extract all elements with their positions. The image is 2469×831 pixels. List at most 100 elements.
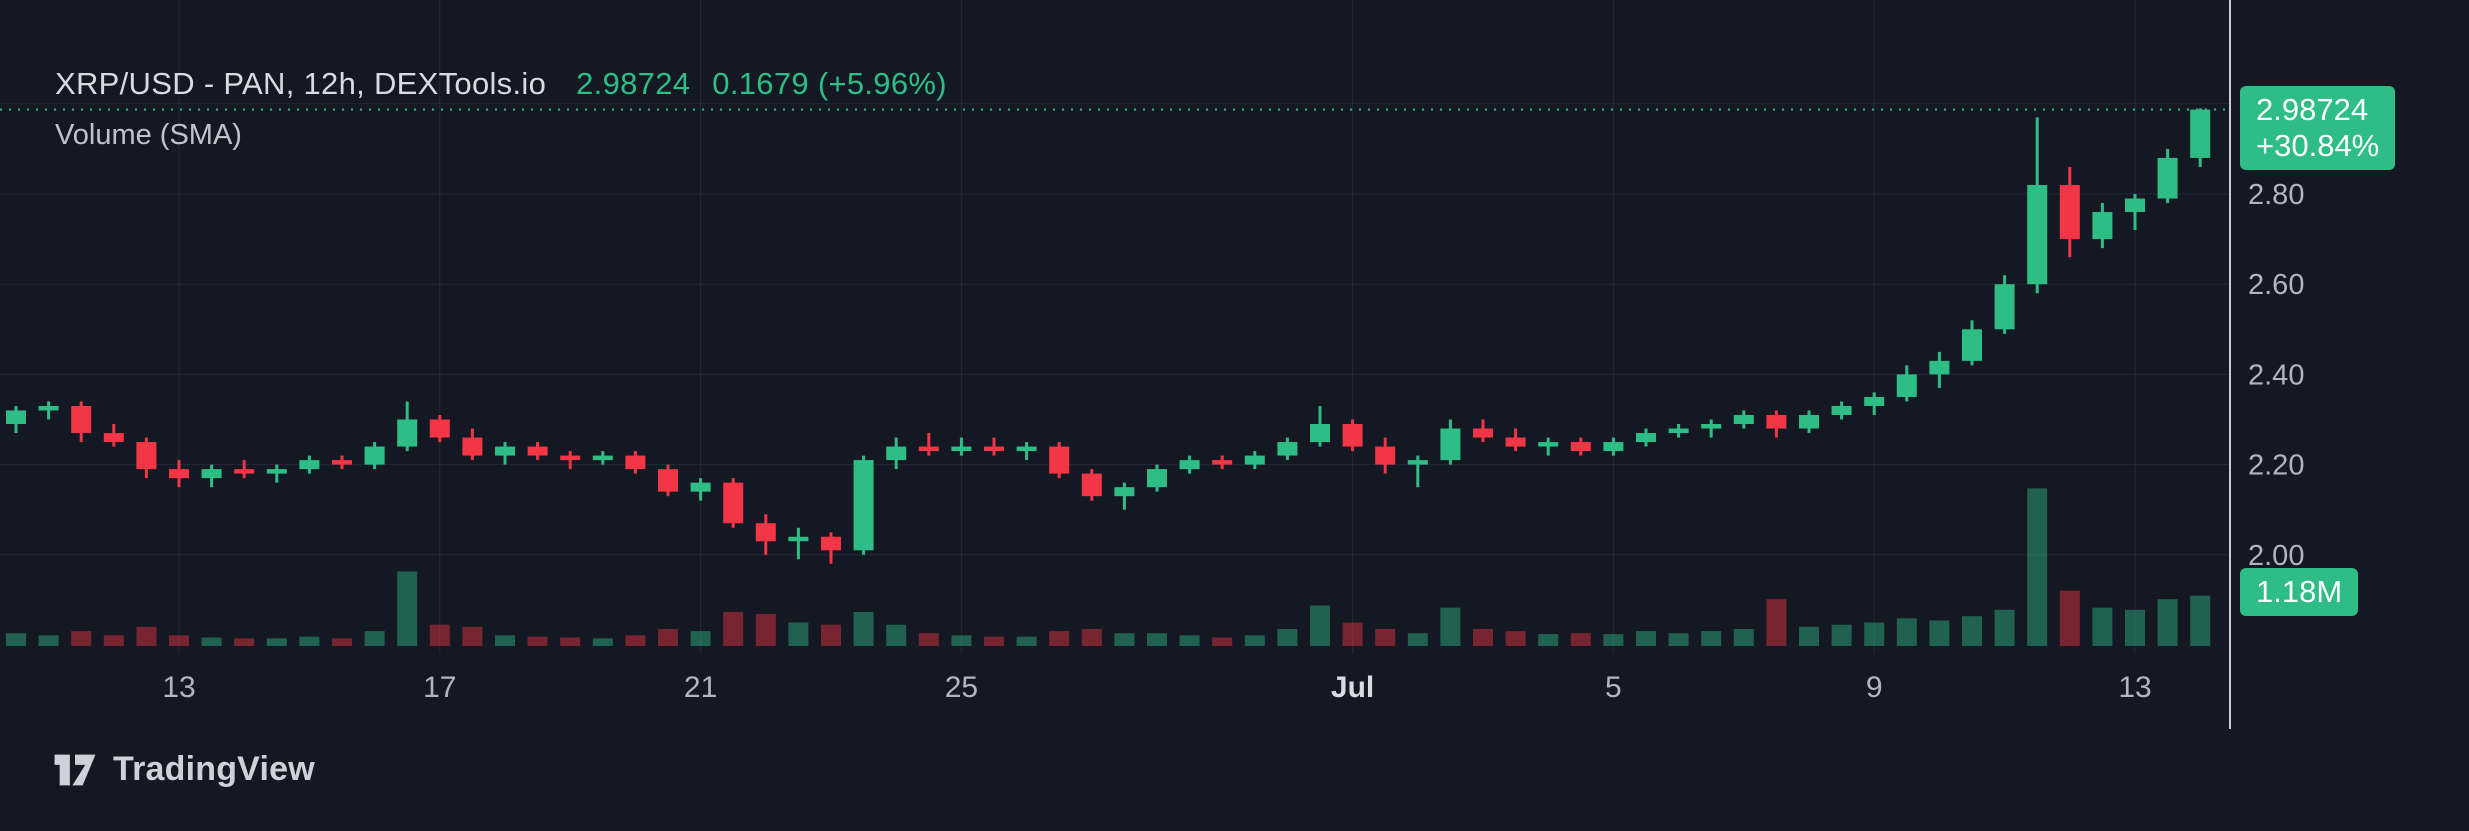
volume-bar	[1831, 624, 1852, 646]
price-axis-label: 2.00	[2248, 540, 2304, 572]
candle-body	[1147, 469, 1167, 488]
volume-bar	[1179, 635, 1200, 646]
volume-bar	[71, 631, 92, 646]
volume-bar	[755, 614, 776, 646]
volume-bar	[592, 638, 613, 646]
volume-bar	[1701, 631, 1722, 646]
price-change: 0.1679 (+5.96%)	[712, 66, 947, 101]
candle-body	[103, 433, 124, 443]
volume-bar	[658, 628, 678, 646]
candle-body	[853, 460, 874, 551]
price-axis-labels: 2.80 2.60 2.40 2.20 2.00	[2248, 179, 2304, 572]
price-axis-label: 2.60	[2248, 269, 2304, 301]
price-axis-label: 2.80	[2248, 179, 2304, 211]
volume-bar	[1603, 634, 1624, 646]
candle-body	[1994, 284, 2015, 330]
chart-legend: XRP/USD - PAN, 12h, DEXTools.io 2.98724 0.…	[55, 66, 947, 102]
candle-body	[918, 446, 939, 452]
candle-body	[1179, 460, 1200, 470]
volume-bar	[1114, 633, 1135, 646]
candle-body	[299, 460, 320, 470]
candle-body	[527, 446, 548, 456]
candle-body	[1733, 414, 1754, 425]
candle-body	[1864, 396, 1885, 406]
candle-body	[951, 446, 972, 452]
candle-body	[234, 469, 255, 474]
time-axis-label: Jul	[1331, 671, 1374, 704]
candle-body	[1799, 414, 1819, 429]
candle-body	[1049, 446, 1070, 474]
candle-body	[1766, 414, 1787, 429]
volume-bar	[1668, 633, 1689, 646]
candle-body	[1668, 428, 1689, 434]
grid-layer	[0, 0, 2230, 654]
candle-body	[2027, 184, 2048, 285]
volume-badge: 1.18M	[2240, 568, 2359, 616]
candle-body	[462, 437, 483, 456]
candle-body	[136, 442, 157, 470]
last-price: 2.98724	[576, 66, 691, 101]
tradingview-attribution[interactable]: TradingView	[52, 750, 315, 789]
candle-body	[266, 469, 287, 474]
time-axis-label: 13	[162, 671, 195, 704]
volume-bar	[332, 638, 352, 646]
volume-bar	[723, 611, 744, 646]
volume-bar	[1375, 628, 1396, 646]
volume-bar	[788, 622, 809, 646]
last-price-badge: 2.98724 +30.84%	[2240, 85, 2396, 170]
candle-body	[364, 446, 385, 465]
candle-body	[1603, 442, 1624, 452]
candle-body	[658, 469, 678, 492]
volume-bar	[495, 635, 515, 646]
price-axis-label: 2.40	[2248, 359, 2304, 391]
candle-body	[1538, 442, 1559, 447]
volume-bar	[1505, 631, 1526, 646]
volume-bar	[821, 624, 841, 646]
volume-bar	[462, 626, 483, 646]
candle-body	[1016, 446, 1037, 452]
candle-body	[332, 460, 352, 465]
price-change-percent: +30.84%	[2256, 127, 2380, 163]
candle-body	[625, 455, 646, 470]
candle-body	[1962, 329, 1982, 361]
volume-bar	[1212, 637, 1233, 646]
volume-bar	[1733, 628, 1754, 646]
candle-body	[1636, 433, 1656, 443]
volume-bar	[1994, 609, 2015, 646]
volume-value: 1.18M	[2256, 574, 2343, 609]
volume-bar	[201, 637, 222, 646]
time-axis-label: 17	[423, 671, 456, 704]
time-axis-label: 21	[684, 671, 717, 704]
volume-bar	[1799, 626, 1819, 646]
volume-bar	[2092, 607, 2113, 646]
volume-bar	[1147, 633, 1167, 646]
volume-bar	[2059, 590, 2080, 646]
candle-body	[1407, 460, 1428, 465]
volume-bar	[886, 624, 907, 646]
volume-bar	[2125, 609, 2145, 646]
volume-bar	[364, 631, 385, 646]
volume-bar	[103, 635, 124, 646]
volume-bar	[984, 636, 1004, 646]
tradingview-logo-icon	[52, 752, 98, 788]
volume-bar	[918, 633, 939, 646]
volume-bar	[136, 626, 157, 646]
volume-bar	[1310, 605, 1330, 646]
candle-body	[1375, 446, 1396, 465]
volume-bar	[1473, 628, 1493, 646]
candle-body	[169, 469, 189, 479]
candle-body	[71, 405, 92, 434]
volume-bar	[429, 624, 450, 646]
candle-body	[592, 455, 613, 461]
volume-bar	[1864, 622, 1885, 646]
candle-body	[560, 455, 581, 461]
volume-bar	[1244, 635, 1265, 646]
candle-body	[1310, 424, 1330, 443]
time-axis-label: 5	[1605, 671, 1622, 704]
volume-bar	[1896, 618, 1917, 646]
candle-body	[1473, 428, 1493, 438]
price-axis-label: 2.20	[2248, 450, 2304, 482]
volume-bar	[2027, 488, 2048, 646]
volume-bar	[1570, 633, 1591, 646]
